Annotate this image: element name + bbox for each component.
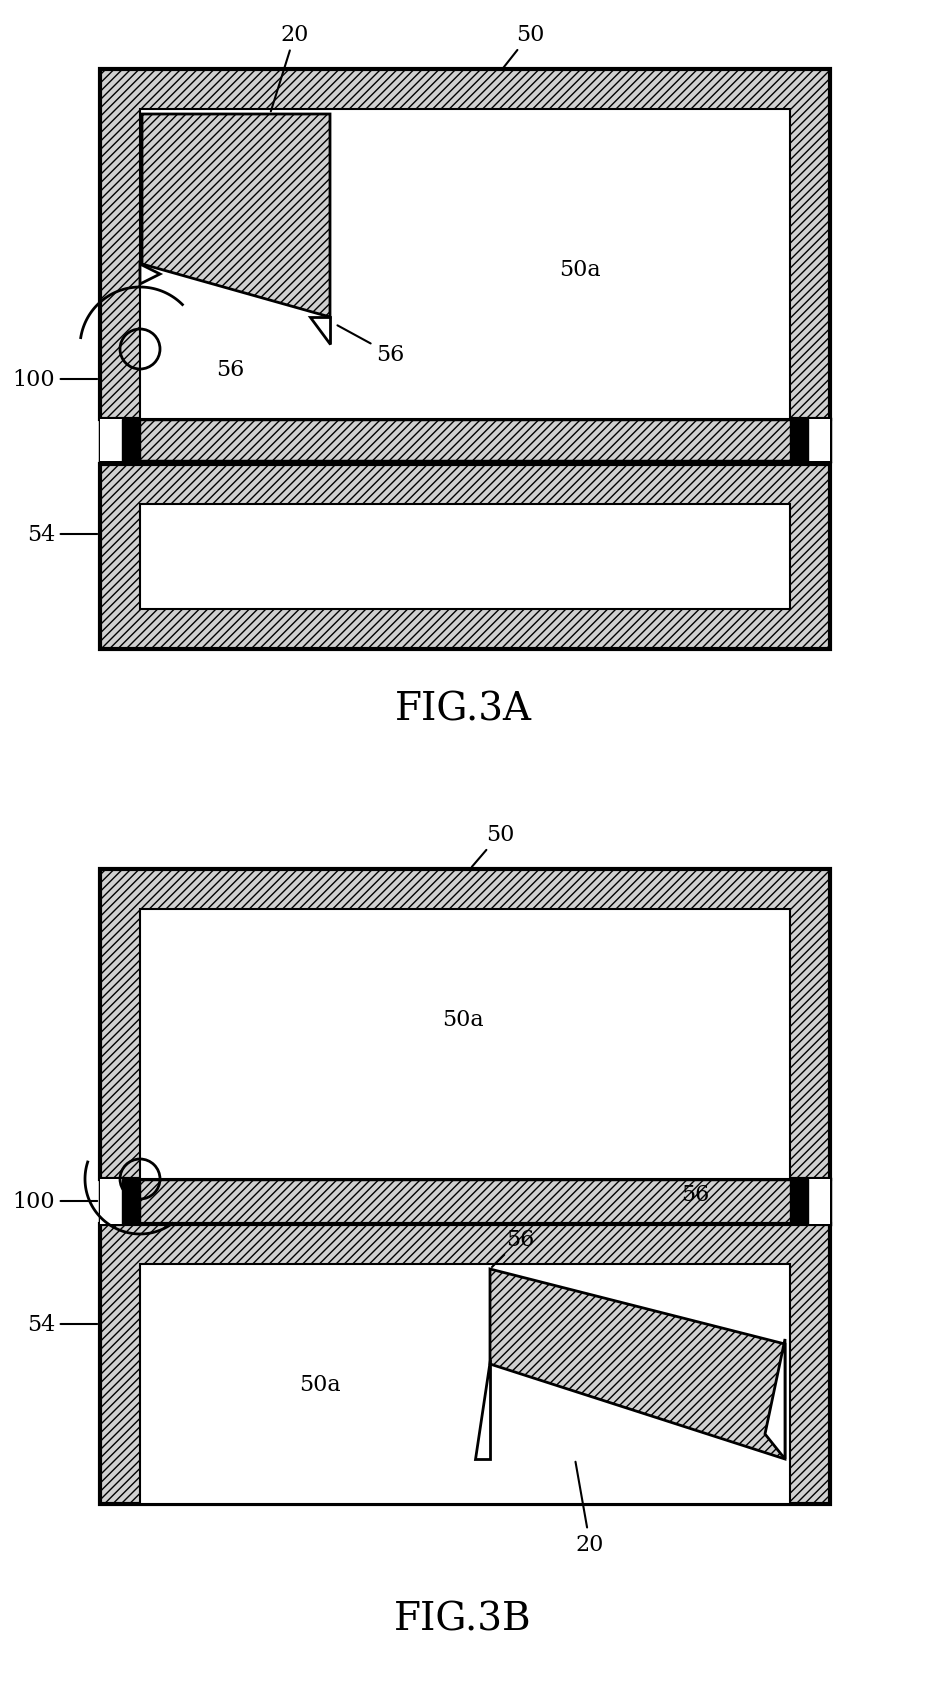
Bar <box>100 1224 830 1504</box>
Polygon shape <box>475 1359 490 1459</box>
Text: 50a: 50a <box>442 1009 484 1031</box>
Bar <box>140 109 790 420</box>
Text: FIG.3B: FIG.3B <box>394 1601 532 1637</box>
Bar <box>100 869 830 1180</box>
Polygon shape <box>310 318 330 345</box>
Bar <box>140 505 790 609</box>
Text: 100: 100 <box>12 369 97 391</box>
Bar <box>122 1180 140 1224</box>
Text: 50: 50 <box>502 24 544 70</box>
Text: 20: 20 <box>576 1461 604 1555</box>
Text: 20: 20 <box>271 24 310 113</box>
Bar <box>100 420 140 461</box>
Text: 50: 50 <box>472 823 514 867</box>
Bar <box>100 464 830 650</box>
Bar <box>140 1265 790 1504</box>
Bar <box>100 1180 830 1224</box>
Text: 54: 54 <box>27 1313 97 1335</box>
Text: 100: 100 <box>12 1190 97 1212</box>
Bar <box>790 1180 830 1224</box>
Text: 54: 54 <box>27 524 97 546</box>
Text: 56: 56 <box>216 358 244 381</box>
Text: 56: 56 <box>680 1183 709 1205</box>
Text: FIG.3A: FIG.3A <box>395 691 531 729</box>
Polygon shape <box>142 114 330 318</box>
Text: 56: 56 <box>492 1229 534 1267</box>
Bar <box>100 70 830 420</box>
Bar <box>100 420 830 461</box>
Text: 50a: 50a <box>559 259 601 282</box>
Polygon shape <box>140 265 160 285</box>
Bar <box>790 1180 808 1224</box>
Bar <box>122 420 140 464</box>
Bar <box>140 910 790 1180</box>
Bar <box>790 420 830 461</box>
Bar <box>790 420 808 464</box>
Polygon shape <box>490 1270 785 1459</box>
Bar <box>100 1180 140 1224</box>
Text: 56: 56 <box>337 326 404 365</box>
Polygon shape <box>765 1340 785 1459</box>
Text: 50a: 50a <box>299 1372 341 1395</box>
